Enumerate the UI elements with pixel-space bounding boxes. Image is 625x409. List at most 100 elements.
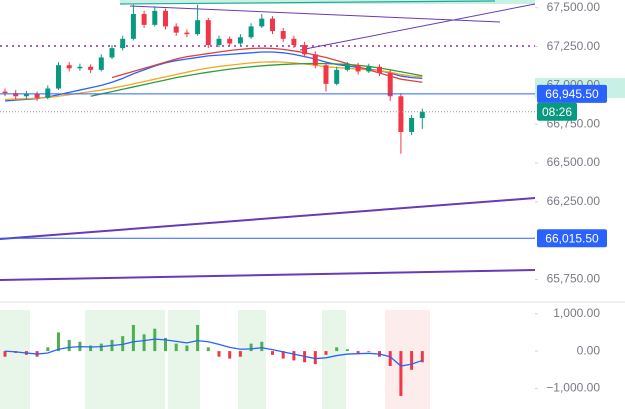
- drawings: [0, 0, 625, 303]
- candle-body: [77, 66, 83, 69]
- shade-green: [168, 310, 200, 409]
- candle-body: [377, 66, 382, 73]
- histogram-bar: [399, 351, 403, 396]
- histogram-bar: [313, 351, 317, 365]
- histogram-bar: [217, 351, 221, 357]
- histogram-bar: [99, 343, 103, 352]
- y-tick-label: 65,750.00: [547, 272, 601, 286]
- moving-average: [4, 51, 423, 102]
- histogram-bar: [410, 351, 414, 370]
- candle-body: [56, 65, 61, 89]
- candle-body: [409, 118, 415, 132]
- histogram-bar: [206, 347, 210, 352]
- histogram-bar: [57, 332, 60, 352]
- price-label-box: [537, 84, 607, 103]
- histogram-bar: [345, 349, 349, 352]
- histogram-bar: [67, 339, 71, 352]
- price-label: 66,015.50: [545, 231, 599, 245]
- histogram-bar: [164, 338, 167, 352]
- candle-body: [398, 96, 404, 132]
- y-tick-label: 1,000.00: [553, 306, 600, 320]
- candle-body: [88, 66, 94, 70]
- candle-body: [312, 54, 318, 66]
- candle-body: [280, 31, 286, 39]
- histogram-bar: [185, 345, 189, 352]
- histogram-bar: [388, 351, 392, 367]
- y-tick-label: 66,500.00: [547, 155, 601, 169]
- candle-body: [173, 26, 179, 33]
- candle-body: [302, 45, 308, 55]
- y-tick-label: −1,000.00: [546, 381, 600, 395]
- histogram-shading: [0, 310, 430, 409]
- histogram-bar: [356, 351, 360, 353]
- histogram-bar: [292, 351, 296, 361]
- price-label-box: [537, 229, 607, 248]
- y-tick-label: 0.00: [577, 343, 601, 357]
- candle-body: [248, 26, 254, 38]
- countdown: 08:26: [542, 105, 572, 119]
- price-label: 66,945.50: [545, 87, 599, 101]
- shade-green: [0, 310, 30, 409]
- histogram-bar: [281, 351, 285, 359]
- histogram-bar: [3, 351, 7, 357]
- candle-body: [152, 10, 158, 25]
- histogram-bar: [420, 351, 424, 363]
- candle-body: [334, 69, 340, 84]
- candle-body: [23, 93, 29, 97]
- shade-green: [85, 310, 165, 409]
- candle-body: [2, 91, 8, 94]
- histogram-bar: [324, 351, 328, 355]
- candle-body: [259, 18, 265, 27]
- candle-body: [216, 38, 222, 46]
- candle-body: [227, 38, 233, 44]
- trend-line: [0, 197, 536, 240]
- candle-body: [291, 38, 297, 46]
- candle-body: [98, 57, 104, 70]
- histogram-bar: [238, 351, 242, 357]
- candle-body: [270, 18, 275, 32]
- candle-body: [344, 65, 350, 70]
- signal-line: [4, 338, 423, 367]
- histogram-bar: [228, 351, 232, 359]
- y-tick-label: 67,500.00: [547, 0, 601, 14]
- candle-body: [355, 65, 361, 72]
- histogram-bar: [249, 343, 253, 352]
- candle-body: [237, 37, 243, 44]
- histogram-bar: [335, 347, 339, 352]
- histogram-bar: [196, 324, 200, 352]
- candle-body: [13, 93, 19, 97]
- shade-green: [322, 310, 346, 409]
- histogram-bar: [142, 334, 146, 352]
- candle-body: [419, 111, 425, 118]
- histogram-bar: [46, 347, 50, 352]
- candle-body: [184, 32, 190, 35]
- shade-green: [238, 310, 266, 409]
- histogram-bar: [153, 328, 157, 352]
- histogram-bar: [121, 336, 125, 352]
- trend-line: [129, 5, 501, 23]
- histogram-bar: [131, 324, 135, 352]
- y-tick-label: 67,250.00: [547, 39, 601, 53]
- candle-body: [195, 20, 201, 35]
- candle-body: [120, 38, 126, 49]
- candle-body: [34, 93, 40, 98]
- trend-line: [119, 0, 496, 5]
- y-tick-label: 66,250.00: [547, 194, 601, 208]
- histogram-bar: [89, 345, 93, 352]
- histogram-bar: [174, 343, 178, 352]
- candle-body: [66, 65, 72, 69]
- candle-body: [163, 10, 168, 27]
- candle-body: [205, 20, 211, 46]
- candle-body: [323, 65, 329, 84]
- histogram-bar: [271, 351, 274, 355]
- countdown-box: [537, 102, 577, 121]
- candle-body: [366, 66, 372, 72]
- moving-average: [90, 62, 423, 97]
- candle-body: [109, 48, 115, 58]
- candle-body: [141, 13, 147, 25]
- trend-line: [299, 3, 536, 51]
- histogram-bar: [367, 351, 371, 352]
- trend-line: [0, 269, 536, 281]
